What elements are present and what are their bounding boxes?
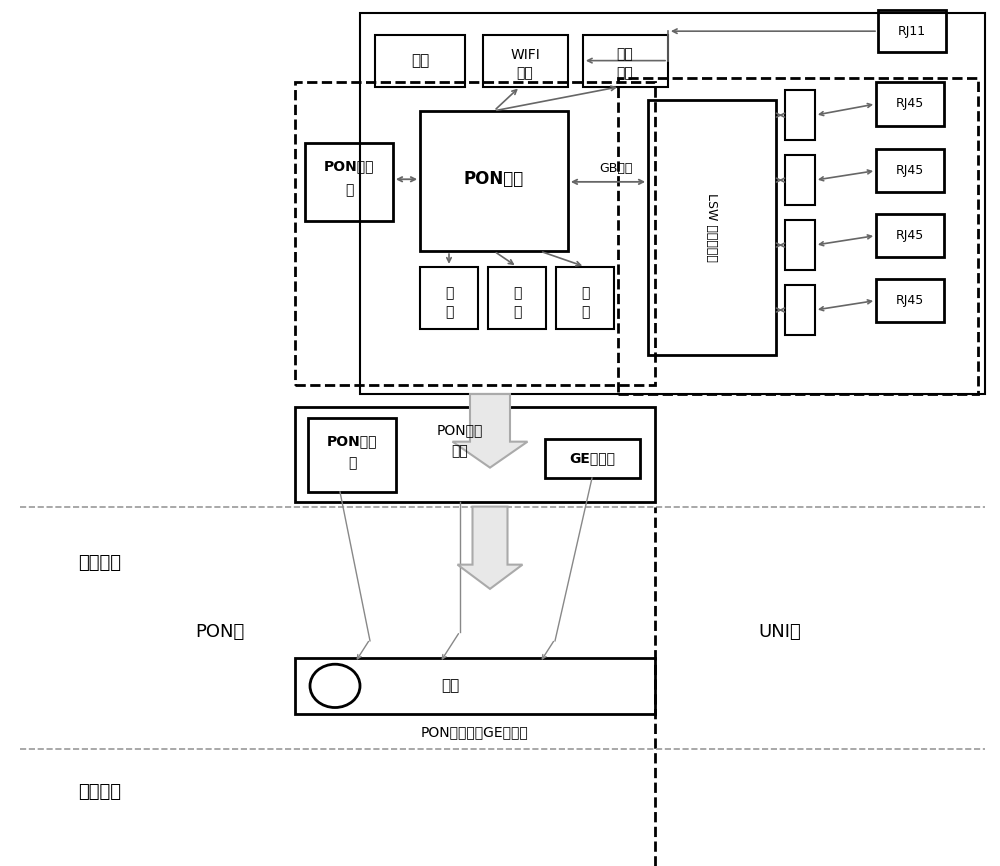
Bar	[360, 13, 985, 394]
Bar	[295, 82, 655, 385]
Text: UNI侧: UNI侧	[759, 624, 801, 641]
Text: 存: 存	[513, 306, 521, 320]
Text: 集成: 集成	[452, 444, 468, 458]
Text: RJ45: RJ45	[896, 97, 924, 111]
Bar	[483, 35, 568, 87]
Bar	[878, 10, 946, 52]
Bar	[785, 220, 815, 270]
Text: 第一阶段: 第一阶段	[78, 554, 122, 572]
Text: PON芯片: PON芯片	[464, 171, 524, 188]
Text: PON＋芯片＋GE光模块: PON＋芯片＋GE光模块	[421, 725, 529, 739]
Text: 钟: 钟	[445, 306, 453, 320]
Bar	[420, 267, 478, 329]
Bar	[545, 439, 640, 478]
Text: RJ11: RJ11	[898, 24, 926, 38]
Text: 电源: 电源	[411, 53, 429, 68]
Bar	[305, 143, 393, 221]
Text: PON芯片: PON芯片	[437, 423, 483, 437]
FancyArrow shape	[452, 394, 528, 468]
Bar	[420, 111, 568, 251]
Text: PON侧: PON侧	[195, 624, 245, 641]
Text: 芯片: 芯片	[441, 678, 459, 694]
Bar	[295, 407, 655, 502]
Text: 芯片: 芯片	[517, 67, 533, 81]
Bar	[876, 279, 944, 322]
Text: LSW 物理层芯片: LSW 物理层芯片	[706, 193, 718, 262]
Text: 闪: 闪	[581, 286, 589, 300]
Bar	[488, 267, 546, 329]
Bar	[556, 267, 614, 329]
Bar	[648, 100, 776, 355]
Text: RJ45: RJ45	[896, 229, 924, 242]
Text: GB通道: GB通道	[599, 162, 633, 176]
Bar	[876, 214, 944, 257]
Text: RJ45: RJ45	[896, 164, 924, 178]
Text: WIFI: WIFI	[510, 48, 540, 61]
Text: RJ45: RJ45	[896, 294, 924, 307]
Bar	[785, 90, 815, 140]
Text: 第二阶段: 第二阶段	[78, 784, 122, 801]
Text: PON光收: PON光收	[324, 159, 374, 173]
Text: 发: 发	[345, 184, 353, 197]
Text: GE光模块: GE光模块	[569, 451, 615, 465]
Text: PON光收: PON光收	[327, 435, 377, 449]
Bar	[583, 35, 668, 87]
Bar	[295, 658, 655, 714]
Bar	[785, 155, 815, 205]
Text: 内: 内	[513, 286, 521, 300]
Bar	[618, 78, 978, 394]
Bar	[375, 35, 465, 87]
FancyArrow shape	[458, 507, 522, 589]
Text: 语音: 语音	[617, 48, 633, 61]
Text: 存: 存	[581, 306, 589, 320]
Bar	[308, 418, 396, 492]
Bar	[785, 285, 815, 335]
Text: 芯片: 芯片	[617, 67, 633, 81]
Text: 时: 时	[445, 286, 453, 300]
Bar	[876, 149, 944, 192]
Text: 发: 发	[348, 456, 356, 470]
Bar	[876, 82, 944, 126]
